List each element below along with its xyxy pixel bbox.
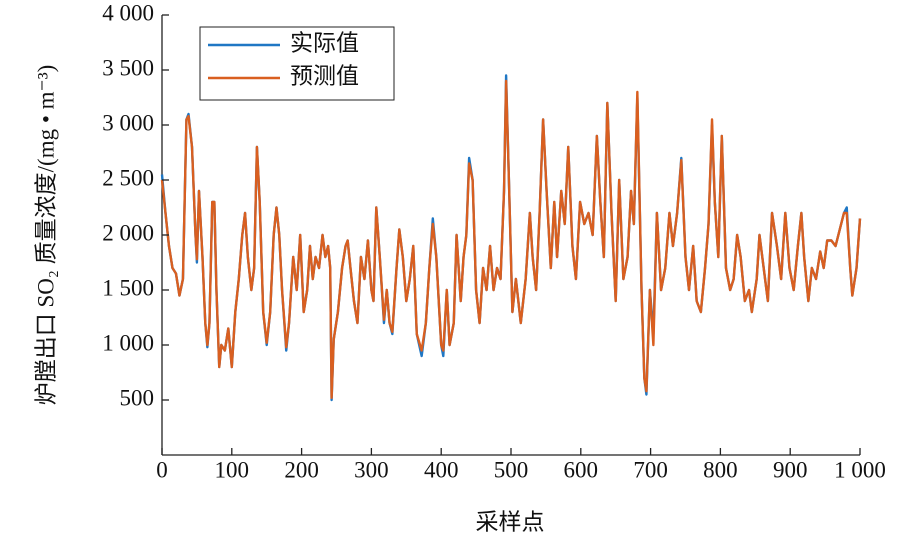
series-line [160, 79, 862, 399]
y-tick-label: 1 500 [102, 275, 154, 300]
x-tick-label: 200 [284, 457, 319, 482]
x-tick-label: 500 [494, 457, 529, 482]
x-tick-label: 800 [703, 457, 738, 482]
y-tick-label: 3 500 [102, 55, 154, 80]
x-tick-label: 600 [564, 457, 599, 482]
legend-label: 实际值 [290, 30, 359, 55]
y-tick-label: 2 500 [102, 165, 154, 190]
x-tick-label: 400 [424, 457, 459, 482]
y-axis-label: 炉膛出口 SO₂ 质量浓度/(mg • m⁻³) [33, 65, 58, 406]
legend-label: 预测值 [290, 63, 359, 88]
y-tick-label: 4 000 [102, 0, 154, 25]
x-tick-label: 100 [215, 457, 250, 482]
y-tick-label: 1 000 [102, 330, 154, 355]
x-tick-label: 0 [156, 457, 168, 482]
x-tick-label: 900 [773, 457, 808, 482]
legend-box [199, 26, 395, 101]
y-tick-label: 500 [120, 385, 155, 410]
x-axis-label: 采样点 [476, 509, 545, 534]
x-tick-label: 1 000 [834, 457, 886, 482]
x-tick-label: 300 [354, 457, 389, 482]
y-tick-label: 2 000 [102, 220, 154, 245]
plot-area [160, 74, 862, 402]
y-tick-label: 3 000 [102, 110, 154, 135]
x-tick-label: 700 [633, 457, 668, 482]
